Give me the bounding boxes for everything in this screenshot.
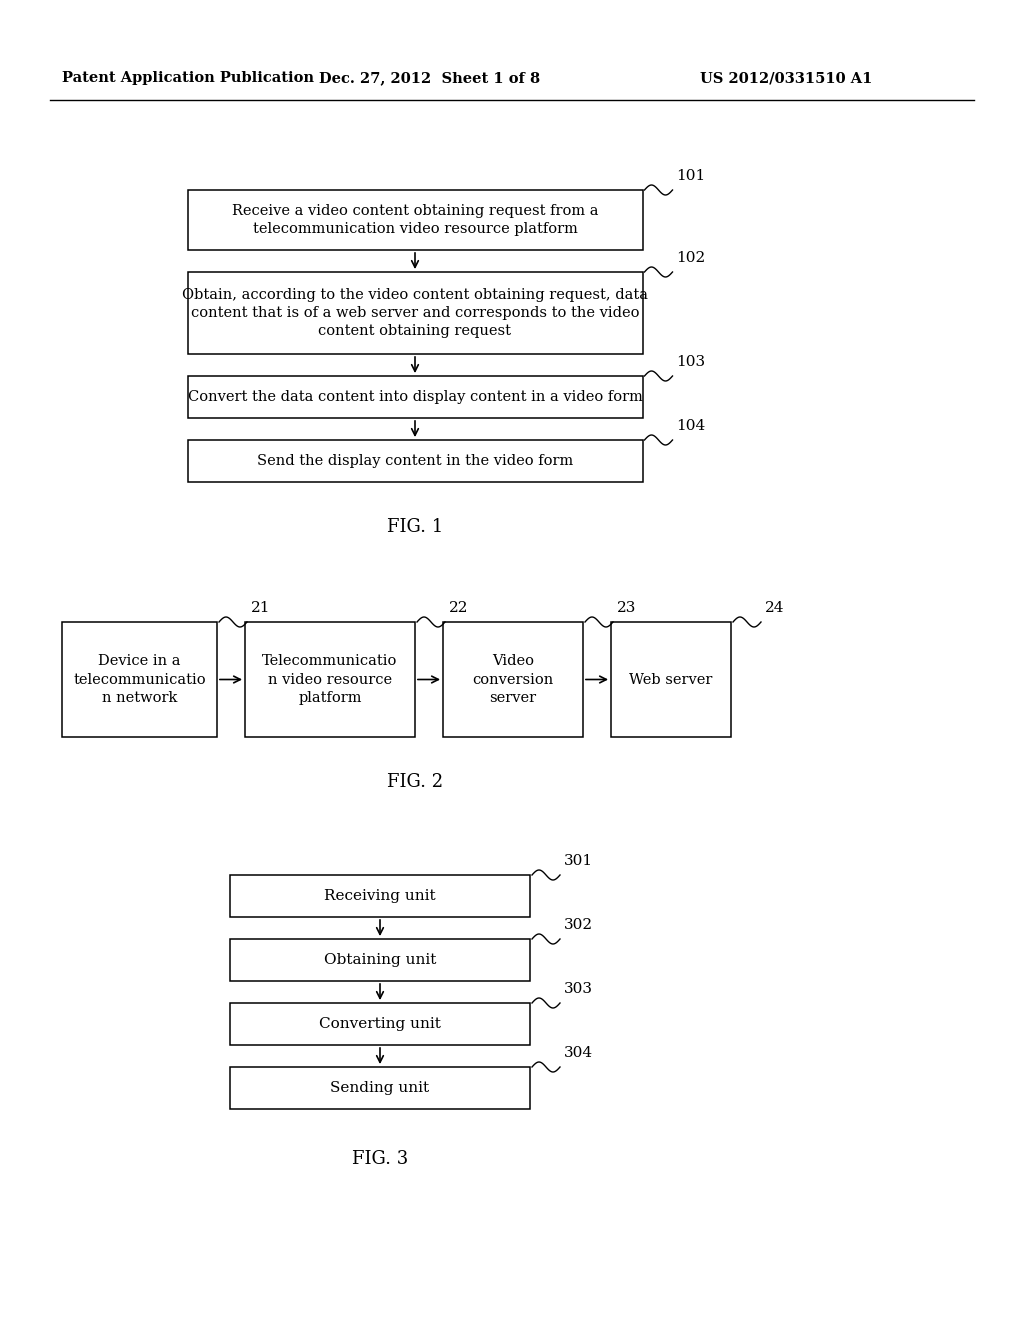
Text: Video
conversion
server: Video conversion server	[472, 655, 554, 705]
Bar	[230, 939, 530, 981]
Text: Receiving unit: Receiving unit	[325, 888, 436, 903]
Text: Converting unit: Converting unit	[319, 1016, 441, 1031]
Bar	[187, 272, 642, 354]
Text: 103: 103	[677, 355, 706, 370]
Text: Send the display content in the video form: Send the display content in the video fo…	[257, 454, 573, 469]
Text: Sending unit: Sending unit	[331, 1081, 429, 1096]
Text: 102: 102	[677, 251, 706, 265]
Text: Device in a
telecommunicatio
n network: Device in a telecommunicatio n network	[73, 655, 206, 705]
Text: FIG. 2: FIG. 2	[387, 774, 443, 791]
Bar	[187, 190, 642, 249]
Bar	[62, 622, 217, 737]
Bar	[230, 1067, 530, 1109]
Text: Dec. 27, 2012  Sheet 1 of 8: Dec. 27, 2012 Sheet 1 of 8	[319, 71, 541, 84]
Text: Patent Application Publication: Patent Application Publication	[62, 71, 314, 84]
Text: US 2012/0331510 A1: US 2012/0331510 A1	[700, 71, 872, 84]
Text: FIG. 3: FIG. 3	[352, 1150, 409, 1168]
Text: 302: 302	[564, 917, 593, 932]
Bar	[230, 1003, 530, 1045]
Text: 301: 301	[564, 854, 593, 869]
Text: 23: 23	[617, 601, 636, 615]
Bar	[230, 875, 530, 917]
Text: 101: 101	[677, 169, 706, 183]
Text: Obtaining unit: Obtaining unit	[324, 953, 436, 968]
Text: FIG. 1: FIG. 1	[387, 517, 443, 536]
Text: Telecommunicatio
n video resource
platform: Telecommunicatio n video resource platfo…	[262, 655, 397, 705]
Bar	[187, 376, 642, 418]
Bar	[443, 622, 583, 737]
Bar	[611, 622, 731, 737]
Text: 24: 24	[765, 601, 784, 615]
Text: 104: 104	[677, 418, 706, 433]
Text: Obtain, according to the video content obtaining request, data
content that is o: Obtain, according to the video content o…	[182, 288, 648, 338]
Bar	[187, 440, 642, 482]
Text: 21: 21	[251, 601, 270, 615]
Text: Convert the data content into display content in a video form: Convert the data content into display co…	[187, 389, 642, 404]
Text: 22: 22	[449, 601, 469, 615]
Text: Receive a video content obtaining request from a
telecommunication video resourc: Receive a video content obtaining reques…	[231, 203, 598, 236]
Text: 303: 303	[564, 982, 593, 997]
Bar	[245, 622, 415, 737]
Text: Web server: Web server	[630, 672, 713, 686]
Text: 304: 304	[564, 1045, 593, 1060]
